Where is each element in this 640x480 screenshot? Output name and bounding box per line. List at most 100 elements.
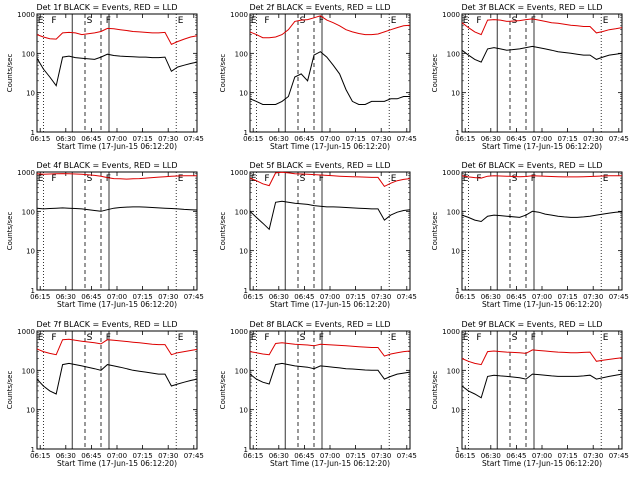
chart-title: Det 4f BLACK = Events, RED = LLD: [36, 161, 177, 170]
x-tick-label: 06:30: [269, 293, 289, 301]
y-tick-label: 10: [451, 407, 460, 415]
y-tick-label: 1000: [17, 328, 35, 336]
chart-title: Det 3f BLACK = Events, RED = LLD: [461, 3, 602, 12]
x-tick-label: 07:15: [346, 135, 366, 143]
series-line-events: [36, 206, 198, 212]
chart-title: Det 6f BLACK = Events, RED = LLD: [461, 161, 602, 170]
y-tick-label: 10: [26, 407, 35, 415]
region-label-f: F: [476, 333, 481, 343]
y-tick-label: 100: [447, 208, 460, 216]
x-tick-label: 07:00: [532, 135, 552, 143]
x-tick-label: 07:15: [558, 452, 578, 460]
x-tick-label: 07:30: [371, 135, 391, 143]
x-tick-label: 07:00: [107, 135, 127, 143]
x-tick-label: 07:15: [346, 293, 366, 301]
x-axis-label: Start Time (17-Jun-15 06:12:20): [270, 142, 390, 151]
x-tick-label: 06:45: [506, 135, 526, 143]
series-line-events: [36, 53, 198, 87]
x-tick-label: 06:45: [81, 293, 101, 301]
x-tick-label: 06:30: [481, 293, 501, 301]
x-tick-label: 06:15: [30, 135, 50, 143]
y-tick-label: 1000: [17, 11, 35, 19]
chart-title: Det 9f BLACK = Events, RED = LLD: [461, 320, 602, 329]
region-label-f: F: [106, 174, 111, 184]
series-line-lld: [36, 338, 198, 356]
plot-frame: [36, 171, 198, 291]
y-tick-label: 10: [239, 248, 248, 256]
plot-frame: [461, 330, 623, 450]
x-tick-label: 07:45: [609, 293, 629, 301]
region-label-f: F: [319, 174, 324, 184]
region-label-s: S: [87, 16, 93, 26]
x-tick-label: 07:45: [184, 135, 204, 143]
chart-title: Det 1f BLACK = Events, RED = LLD: [36, 3, 177, 12]
region-label-e: E: [603, 174, 609, 184]
x-tick-label: 07:30: [371, 452, 391, 460]
plot-frame: [461, 171, 623, 291]
region-label-e: E: [391, 174, 397, 184]
y-tick-label: 1000: [230, 169, 248, 177]
x-tick-label: 07:15: [558, 293, 578, 301]
x-tick-label: 07:30: [158, 135, 178, 143]
x-tick-label: 06:30: [269, 452, 289, 460]
y-tick-label: 10: [239, 407, 248, 415]
x-tick-label: 07:30: [583, 452, 603, 460]
x-tick-label: 06:30: [56, 135, 76, 143]
x-tick-label: 07:15: [133, 452, 153, 460]
x-tick-label: 07:00: [320, 452, 340, 460]
y-tick-label: 100: [22, 367, 35, 375]
x-tick-label: 07:45: [397, 293, 417, 301]
region-label-e: E: [178, 333, 184, 343]
x-tick-label: 07:45: [184, 293, 204, 301]
region-label-e: E: [38, 333, 44, 343]
region-label-f: F: [264, 333, 269, 343]
region-label-e: E: [38, 174, 44, 184]
plot-frame: [36, 13, 198, 133]
series-line-events: [461, 373, 623, 399]
x-tick-label: 07:00: [107, 293, 127, 301]
x-tick-label: 07:15: [133, 135, 153, 143]
region-label-s: S: [300, 16, 306, 26]
x-tick-label: 07:15: [133, 293, 153, 301]
region-label-f: F: [51, 16, 56, 26]
x-axis-label: Start Time (17-Jun-15 06:12:20): [482, 459, 602, 468]
series-line-events: [36, 362, 198, 395]
y-axis-label: Counts/sec: [431, 371, 439, 410]
x-tick-label: 06:30: [269, 135, 289, 143]
region-label-s: S: [512, 333, 518, 343]
x-axis-label: Start Time (17-Jun-15 06:12:20): [57, 459, 177, 468]
chart-title: Det 5f BLACK = Events, RED = LLD: [249, 161, 390, 170]
series-line-lld: [36, 173, 197, 180]
series-line-lld: [249, 171, 411, 188]
region-label-s: S: [87, 333, 93, 343]
y-tick-label: 1000: [442, 328, 460, 336]
region-label-f: F: [531, 16, 536, 26]
region-label-s: S: [87, 174, 93, 184]
y-axis-label: Counts/sec: [431, 212, 439, 251]
region-label-e: E: [391, 16, 397, 26]
x-tick-label: 06:45: [506, 293, 526, 301]
x-tick-label: 07:45: [184, 452, 204, 460]
region-label-f: F: [476, 16, 481, 26]
plot-frame: [249, 330, 411, 450]
y-axis-label: Counts/sec: [431, 54, 439, 93]
x-tick-label: 06:15: [243, 452, 263, 460]
plot-frame: [249, 171, 411, 291]
y-tick-label: 1: [456, 287, 460, 295]
x-tick-label: 07:00: [107, 452, 127, 460]
series-line-events: [249, 362, 411, 385]
y-axis-label: Counts/sec: [219, 212, 227, 251]
y-tick-label: 10: [451, 248, 460, 256]
region-label-f: F: [106, 333, 111, 343]
series-line-events: [461, 45, 623, 63]
x-tick-label: 06:45: [81, 135, 101, 143]
region-label-e: E: [38, 16, 44, 26]
y-tick-label: 1: [244, 129, 248, 137]
x-tick-label: 07:15: [558, 135, 578, 143]
x-tick-label: 06:45: [506, 452, 526, 460]
